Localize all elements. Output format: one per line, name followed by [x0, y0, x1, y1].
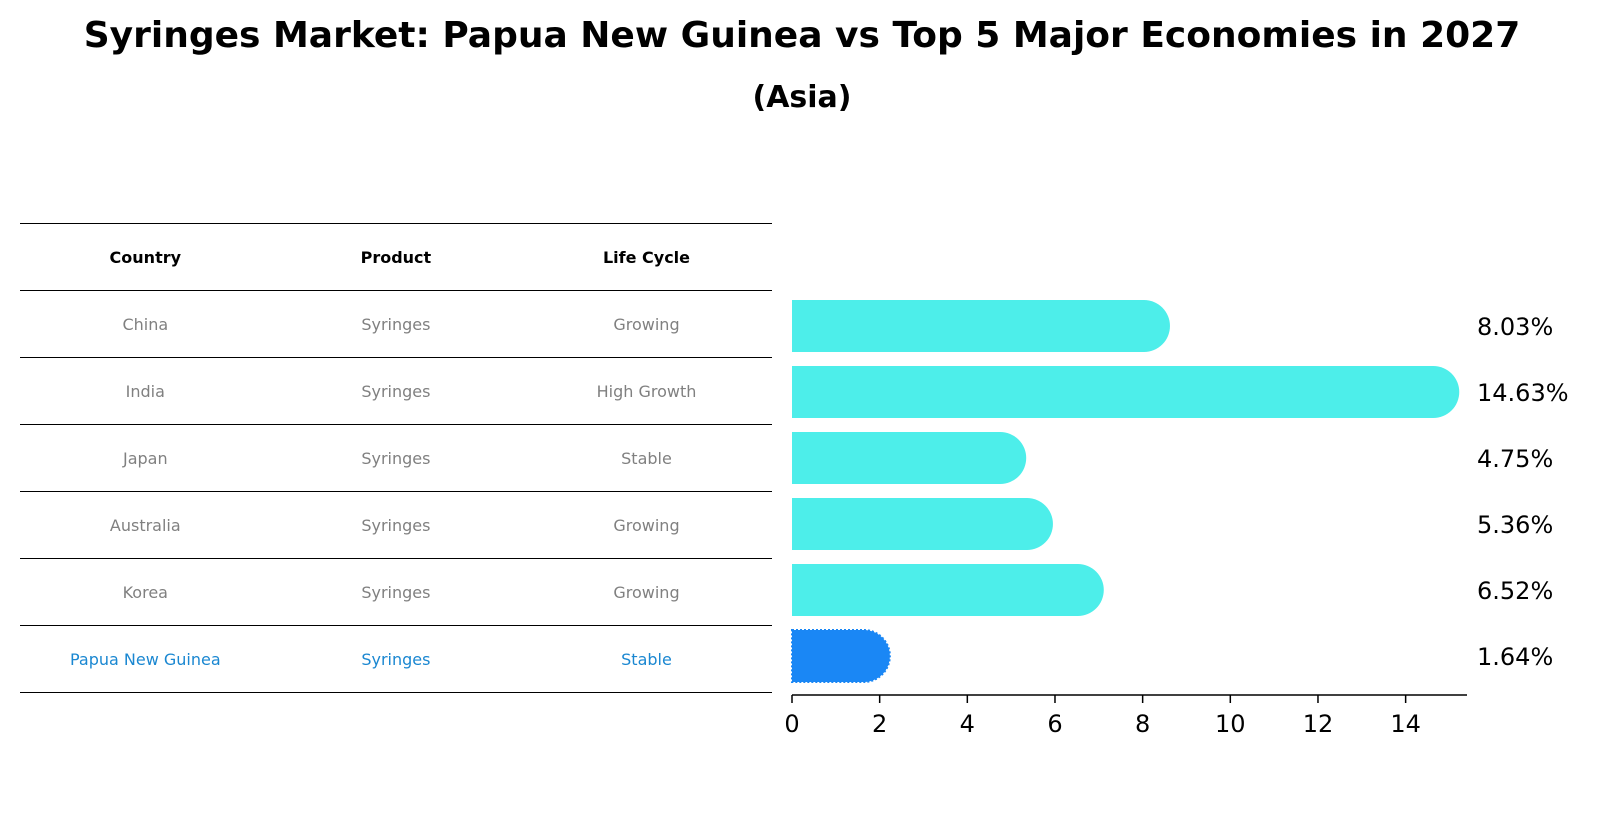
- chart-title: Syringes Market: Papua New Guinea vs Top…: [83, 15, 1521, 56]
- product-cell: Syringes: [361, 314, 431, 334]
- bar: [792, 498, 1053, 550]
- product-cell: Syringes: [361, 448, 431, 468]
- country-cell: Papua New Guinea: [69, 649, 221, 669]
- x-tick-label: 14: [1390, 710, 1421, 738]
- header-country: Country: [109, 247, 182, 267]
- product-cell: Syringes: [361, 649, 431, 669]
- table-row: India Syringes High Growth: [20, 358, 772, 425]
- header-product: Product: [360, 247, 432, 267]
- table-row: Korea Syringes Growing: [20, 559, 772, 626]
- country-cell: Australia: [109, 515, 181, 535]
- bar-value-label: 4.75%: [1477, 445, 1553, 473]
- product-cell: Syringes: [361, 582, 431, 602]
- country-cell: China: [122, 314, 169, 334]
- life-cycle-cell: Growing: [613, 314, 680, 334]
- bar-value-label: 8.03%: [1477, 313, 1553, 341]
- x-tick-label: 10: [1215, 710, 1246, 738]
- header-life-cycle: Life Cycle: [602, 247, 691, 267]
- table-row: Australia Syringes Growing: [20, 492, 772, 559]
- x-tick-label: 0: [784, 710, 799, 738]
- life-cycle-cell: High Growth: [596, 381, 697, 401]
- bar-value-label: 6.52%: [1477, 577, 1553, 605]
- product-cell: Syringes: [361, 515, 431, 535]
- x-tick-label: 12: [1303, 710, 1334, 738]
- x-tick-label: 2: [872, 710, 887, 738]
- life-cycle-cell: Stable: [621, 649, 672, 669]
- country-cell: Japan: [122, 448, 168, 468]
- country-cell: India: [125, 381, 165, 401]
- table-row: Japan Syringes Stable: [20, 425, 772, 492]
- bar: [792, 366, 1460, 418]
- bar-value-label: 5.36%: [1477, 511, 1553, 539]
- product-cell: Syringes: [361, 381, 431, 401]
- table-header-row: Country Product Life Cycle: [20, 223, 772, 291]
- x-tick-label: 4: [960, 710, 975, 738]
- table-row: China Syringes Growing: [20, 291, 772, 358]
- life-cycle-cell: Stable: [621, 448, 672, 468]
- table-row-highlight: Papua New Guinea Syringes Stable: [20, 626, 772, 693]
- chart-subtitle: (Asia): [752, 80, 852, 115]
- bar-chart: 8.03% 14.63% 4.75% 5.36% 6.52% 1.64% 0 2 4 6 8 10 12…: [784, 300, 1569, 738]
- bar: [791, 629, 891, 683]
- country-cell: Korea: [122, 582, 168, 602]
- info-table: Country Product Life Cycle China Syringe…: [20, 223, 772, 693]
- x-tick-label: 6: [1047, 710, 1062, 738]
- x-tick-label: 8: [1135, 710, 1150, 738]
- life-cycle-cell: Growing: [613, 582, 680, 602]
- bar-value-label: 1.64%: [1477, 643, 1553, 671]
- life-cycle-cell: Growing: [613, 515, 680, 535]
- bar: [792, 300, 1170, 352]
- bar: [792, 432, 1027, 484]
- bar-value-label: 14.63%: [1477, 379, 1569, 407]
- bar: [792, 564, 1104, 616]
